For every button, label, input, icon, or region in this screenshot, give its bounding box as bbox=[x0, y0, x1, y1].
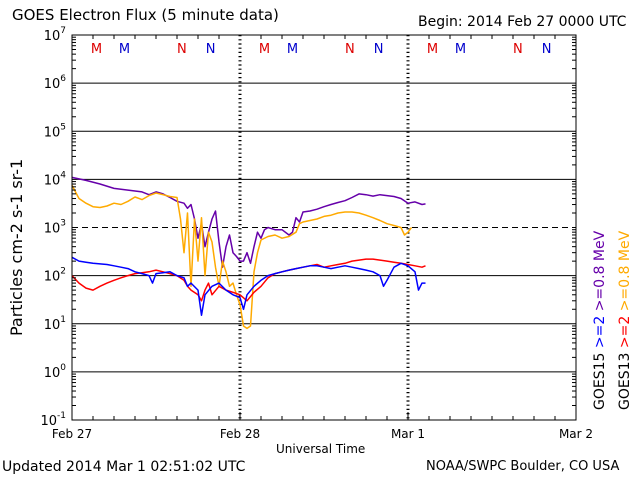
magnetopause-marker: N bbox=[513, 42, 523, 57]
legend-goes13-entry: GOES13 bbox=[617, 353, 633, 410]
y-tick-label: 107 bbox=[44, 26, 66, 44]
legend-goes15-entry: GOES15 bbox=[592, 353, 608, 410]
magnetopause-marker: N bbox=[206, 42, 216, 57]
y-tick-label: 103 bbox=[44, 219, 66, 237]
chart-title: GOES Electron Flux (5 minute data) bbox=[12, 6, 279, 24]
magnetopause-marker: M bbox=[259, 42, 270, 57]
x-axis-title: Universal Time bbox=[276, 442, 366, 456]
series-line-goes15-0-8-mev bbox=[71, 176, 426, 268]
x-tick-label: Mar 2 bbox=[559, 427, 593, 441]
begin-time-label: Begin: 2014 Feb 27 0000 UTC bbox=[418, 14, 627, 30]
y-axis-title: Particles cm-2 s-1 sr-1 bbox=[7, 159, 26, 336]
magnetopause-marker: N bbox=[345, 42, 355, 57]
magnetopause-marker: N bbox=[374, 42, 384, 57]
legend-goes13-entry: >=2 bbox=[617, 316, 633, 353]
magnetopause-marker: M bbox=[119, 42, 130, 57]
magnetopause-marker: M bbox=[91, 42, 102, 57]
x-tick-label: Mar 1 bbox=[391, 427, 425, 441]
legend-goes15-entry: >=2 bbox=[592, 316, 608, 353]
y-tick-label: 100 bbox=[44, 363, 67, 381]
series-line-goes15-2-mev bbox=[71, 256, 426, 317]
credit-label: NOAA/SWPC Boulder, CO USA bbox=[426, 459, 620, 474]
y-tick-label: 10-1 bbox=[40, 411, 66, 429]
y-tick-label: 105 bbox=[44, 122, 66, 140]
updated-timestamp: Updated 2014 Mar 1 02:51:02 UTC bbox=[2, 459, 246, 475]
y-tick-label: 104 bbox=[44, 170, 67, 188]
plot-frame bbox=[71, 34, 577, 421]
legend-goes15: GOES15 >=2 >=0.8 MeV bbox=[592, 230, 608, 410]
y-tick-label: 101 bbox=[44, 315, 66, 333]
y-tick-label: 102 bbox=[44, 267, 66, 285]
magnetopause-marker: M bbox=[287, 42, 298, 57]
legend-goes15-entry: >=0.8 MeV bbox=[592, 230, 608, 315]
magnetopause-marker: N bbox=[542, 42, 552, 57]
magnetopause-marker: N bbox=[177, 42, 187, 57]
legend-goes13: GOES13 >=2 >=0.8 MeV bbox=[617, 230, 633, 410]
x-tick-label: Feb 27 bbox=[52, 427, 92, 441]
y-tick-label: 106 bbox=[44, 74, 67, 92]
magnetopause-marker: M bbox=[427, 42, 438, 57]
x-tick-label: Feb 28 bbox=[220, 427, 260, 441]
magnetopause-marker: M bbox=[455, 42, 466, 57]
series-line-goes13-2-mev bbox=[71, 258, 426, 302]
series-line-goes13-0-8-mev bbox=[71, 185, 413, 330]
legend-goes13-entry: >=0.8 MeV bbox=[617, 230, 633, 315]
